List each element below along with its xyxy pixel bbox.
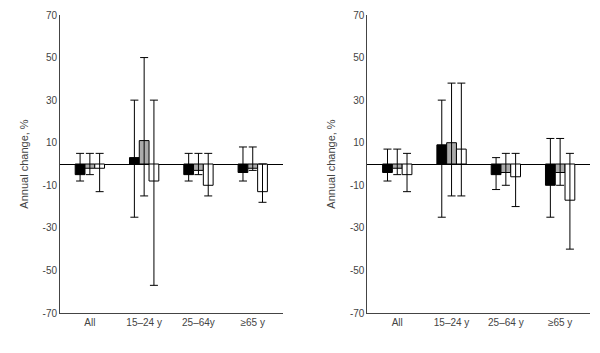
svg-text:10: 10 <box>353 137 365 148</box>
svg-text:-10: -10 <box>350 180 365 191</box>
svg-text:-30: -30 <box>350 222 365 233</box>
svg-text:-10: -10 <box>43 180 58 191</box>
svg-text:30: 30 <box>353 95 365 106</box>
svg-text:All: All <box>84 317 95 328</box>
svg-text:25–64 y: 25–64 y <box>488 317 524 328</box>
svg-text:10: 10 <box>46 137 58 148</box>
svg-text:15–24 y: 15–24 y <box>434 317 470 328</box>
svg-text:15–24 y: 15–24 y <box>126 317 162 328</box>
svg-text:50: 50 <box>46 52 58 63</box>
svg-text:All: All <box>392 317 403 328</box>
svg-text:70: 70 <box>46 10 58 21</box>
svg-text:≥65 y: ≥65 y <box>548 317 572 328</box>
svg-text:-70: -70 <box>43 308 58 319</box>
svg-text:Annual change, %: Annual change, % <box>325 119 337 209</box>
svg-text:≥65 y: ≥65 y <box>241 317 265 328</box>
svg-text:-70: -70 <box>350 308 365 319</box>
svg-text:70: 70 <box>353 10 365 21</box>
svg-text:-50: -50 <box>350 265 365 276</box>
svg-text:30: 30 <box>46 95 58 106</box>
svg-text:50: 50 <box>353 52 365 63</box>
svg-text:Annual change, %: Annual change, % <box>18 119 30 209</box>
svg-text:-50: -50 <box>43 265 58 276</box>
svg-text:-30: -30 <box>43 222 58 233</box>
svg-text:25–64y: 25–64y <box>182 317 215 328</box>
